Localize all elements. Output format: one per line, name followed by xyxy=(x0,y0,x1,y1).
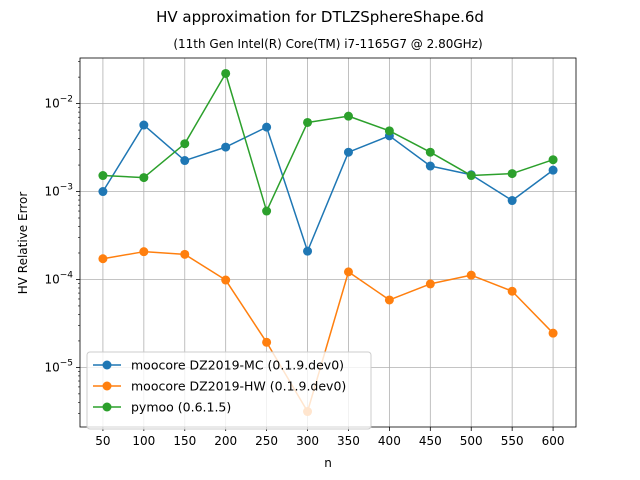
x-tick-label: 150 xyxy=(173,434,196,448)
series-3 xyxy=(98,68,558,216)
data-point xyxy=(548,155,558,165)
data-point xyxy=(221,142,231,152)
data-point xyxy=(507,169,517,179)
x-tick-label: 350 xyxy=(337,434,360,448)
y-axis: 10−510−410−310−2 xyxy=(44,61,80,414)
data-point xyxy=(262,337,272,347)
y-tick-mantissa: 10 xyxy=(44,185,59,199)
data-point xyxy=(343,147,353,157)
series-layer xyxy=(98,68,558,417)
x-tick-label: 300 xyxy=(296,434,319,448)
data-point xyxy=(343,111,353,121)
data-point xyxy=(98,254,108,264)
x-axis-label: n xyxy=(324,456,332,470)
data-point xyxy=(262,206,272,216)
series-line xyxy=(102,250,554,413)
y-tick-label: 10−2 xyxy=(44,95,73,111)
legend-item: moocore DZ2019-MC (0.1.9.dev0) xyxy=(93,358,344,373)
data-point xyxy=(303,246,313,256)
data-point xyxy=(425,147,435,157)
y-tick-mantissa: 10 xyxy=(44,97,59,111)
data-point xyxy=(466,270,476,280)
x-tick-label: 500 xyxy=(460,434,483,448)
data-point xyxy=(548,165,558,175)
legend-box xyxy=(86,351,372,430)
legend-label: moocore DZ2019-MC (0.1.9.dev0) xyxy=(131,358,344,373)
data-point xyxy=(139,247,149,257)
x-tick-label: 200 xyxy=(214,434,237,448)
data-point xyxy=(425,161,435,171)
y-tick-exponent: −5 xyxy=(60,358,73,368)
chart-title: HV approximation for DTLZSphereShape.6d xyxy=(156,8,484,26)
legend: moocore DZ2019-MC (0.1.9.dev0) moocore DZ… xyxy=(86,351,372,430)
data-point xyxy=(262,122,272,132)
data-point xyxy=(507,286,517,296)
y-tick-exponent: −2 xyxy=(60,95,73,105)
data-point xyxy=(548,328,558,338)
data-point xyxy=(303,117,313,127)
legend-marker xyxy=(102,360,112,370)
data-point xyxy=(221,68,231,78)
legend-marker xyxy=(102,381,112,391)
x-axis: 50 100 150 200 250 300 350 400 450 500 550 600 xyxy=(95,427,565,448)
data-point xyxy=(384,126,394,136)
y-tick-exponent: −3 xyxy=(60,183,73,193)
data-point xyxy=(221,275,231,285)
data-point xyxy=(98,187,108,197)
data-point xyxy=(425,279,435,289)
data-point xyxy=(384,295,394,305)
legend-label: pymoo (0.6.1.5) xyxy=(131,400,231,415)
legend-item: moocore DZ2019-HW (0.1.9.dev0) xyxy=(93,379,346,394)
series-1 xyxy=(98,120,558,256)
legend-label: moocore DZ2019-HW (0.1.9.dev0) xyxy=(131,379,346,394)
data-point xyxy=(139,173,149,183)
series-line xyxy=(102,72,554,212)
data-point xyxy=(466,171,476,181)
y-tick-mantissa: 10 xyxy=(44,272,59,286)
y-tick-mantissa: 10 xyxy=(44,360,59,374)
chart-subtitle: (11th Gen Intel(R) Core(TM) i7-1165G7 @ … xyxy=(173,37,482,51)
y-tick-exponent: −4 xyxy=(60,270,74,280)
legend-item: pymoo (0.6.1.5) xyxy=(93,400,231,415)
x-tick-label: 550 xyxy=(501,434,524,448)
series-line xyxy=(102,124,554,252)
x-tick-label: 250 xyxy=(255,434,278,448)
legend-marker xyxy=(102,402,112,412)
x-tick-label: 400 xyxy=(378,434,401,448)
y-tick-label: 10−3 xyxy=(44,183,73,199)
data-point xyxy=(507,196,517,206)
data-point xyxy=(180,156,190,166)
data-point xyxy=(98,171,108,181)
x-tick-label: 600 xyxy=(542,434,565,448)
x-tick-label: 50 xyxy=(95,434,110,448)
data-point xyxy=(343,267,353,277)
data-point xyxy=(180,139,190,149)
y-tick-label: 10−4 xyxy=(44,270,73,286)
x-tick-label: 450 xyxy=(419,434,442,448)
data-point xyxy=(180,249,190,259)
data-point xyxy=(139,120,149,130)
y-tick-label: 10−5 xyxy=(44,358,73,374)
x-tick-label: 100 xyxy=(132,434,155,448)
y-axis-label: HV Relative Error xyxy=(16,192,30,295)
